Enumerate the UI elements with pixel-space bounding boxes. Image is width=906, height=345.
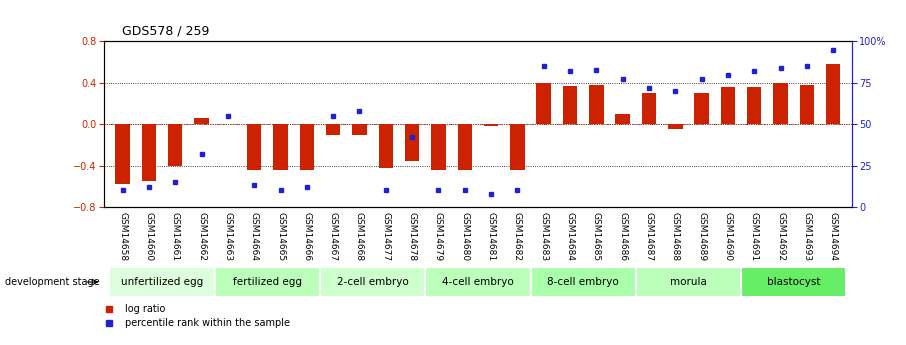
Text: GSM14664: GSM14664 xyxy=(250,211,259,260)
Text: GSM14690: GSM14690 xyxy=(724,211,732,261)
Text: fertilized egg: fertilized egg xyxy=(233,277,302,287)
Text: GSM14663: GSM14663 xyxy=(224,211,232,261)
Text: GSM14679: GSM14679 xyxy=(434,211,443,261)
Text: GSM14667: GSM14667 xyxy=(329,211,338,261)
Text: GSM14693: GSM14693 xyxy=(803,211,812,261)
Text: GSM14684: GSM14684 xyxy=(565,211,574,260)
Bar xyxy=(320,267,425,297)
Bar xyxy=(641,93,656,124)
Bar xyxy=(247,124,262,170)
Bar xyxy=(168,124,182,166)
Text: GSM14658: GSM14658 xyxy=(118,211,127,261)
Bar xyxy=(826,64,841,124)
Bar xyxy=(589,85,603,124)
Text: morula: morula xyxy=(670,277,707,287)
Bar xyxy=(563,86,577,124)
Bar xyxy=(741,267,846,297)
Text: GSM14685: GSM14685 xyxy=(592,211,601,261)
Bar xyxy=(694,93,708,124)
Text: GSM14682: GSM14682 xyxy=(513,211,522,260)
Text: GSM14677: GSM14677 xyxy=(381,211,390,261)
Text: GSM14694: GSM14694 xyxy=(829,211,838,260)
Text: log ratio: log ratio xyxy=(125,304,166,314)
Bar xyxy=(510,124,525,170)
Text: GSM14689: GSM14689 xyxy=(697,211,706,261)
Text: 4-cell embryo: 4-cell embryo xyxy=(442,277,514,287)
Bar xyxy=(458,124,472,170)
Text: GSM14691: GSM14691 xyxy=(750,211,758,261)
Bar xyxy=(668,124,682,129)
Text: GSM14665: GSM14665 xyxy=(276,211,285,261)
Text: GSM14686: GSM14686 xyxy=(618,211,627,261)
Bar xyxy=(194,118,208,124)
Bar xyxy=(484,124,498,126)
Bar xyxy=(352,124,367,135)
Bar xyxy=(720,87,735,124)
Text: GSM14687: GSM14687 xyxy=(644,211,653,261)
Text: GSM14680: GSM14680 xyxy=(460,211,469,261)
Bar xyxy=(800,85,814,124)
Bar xyxy=(536,83,551,124)
Text: GSM14668: GSM14668 xyxy=(355,211,364,261)
Bar xyxy=(300,124,314,170)
Text: GSM14681: GSM14681 xyxy=(487,211,496,261)
Bar xyxy=(110,267,215,297)
Text: percentile rank within the sample: percentile rank within the sample xyxy=(125,318,290,327)
Text: GSM14661: GSM14661 xyxy=(170,211,179,261)
Text: 2-cell embryo: 2-cell embryo xyxy=(337,277,409,287)
Bar xyxy=(747,87,762,124)
Bar xyxy=(531,267,636,297)
Bar xyxy=(379,124,393,168)
Bar xyxy=(215,267,320,297)
Bar xyxy=(636,267,741,297)
Text: development stage: development stage xyxy=(5,277,99,287)
Text: GSM14692: GSM14692 xyxy=(776,211,786,260)
Text: 8-cell embryo: 8-cell embryo xyxy=(547,277,619,287)
Text: GSM14662: GSM14662 xyxy=(198,211,206,260)
Bar xyxy=(141,124,156,181)
Bar xyxy=(615,114,630,124)
Text: blastocyst: blastocyst xyxy=(767,277,821,287)
Bar xyxy=(326,124,341,135)
Bar xyxy=(425,267,531,297)
Text: GSM14678: GSM14678 xyxy=(408,211,417,261)
Bar xyxy=(115,124,130,184)
Text: GDS578 / 259: GDS578 / 259 xyxy=(122,25,209,38)
Bar xyxy=(431,124,446,170)
Text: GSM14683: GSM14683 xyxy=(539,211,548,261)
Text: GSM14660: GSM14660 xyxy=(144,211,153,261)
Bar xyxy=(774,83,788,124)
Text: GSM14666: GSM14666 xyxy=(303,211,312,261)
Text: GSM14688: GSM14688 xyxy=(670,211,680,261)
Bar xyxy=(274,124,288,170)
Bar xyxy=(405,124,419,161)
Text: unfertilized egg: unfertilized egg xyxy=(121,277,203,287)
